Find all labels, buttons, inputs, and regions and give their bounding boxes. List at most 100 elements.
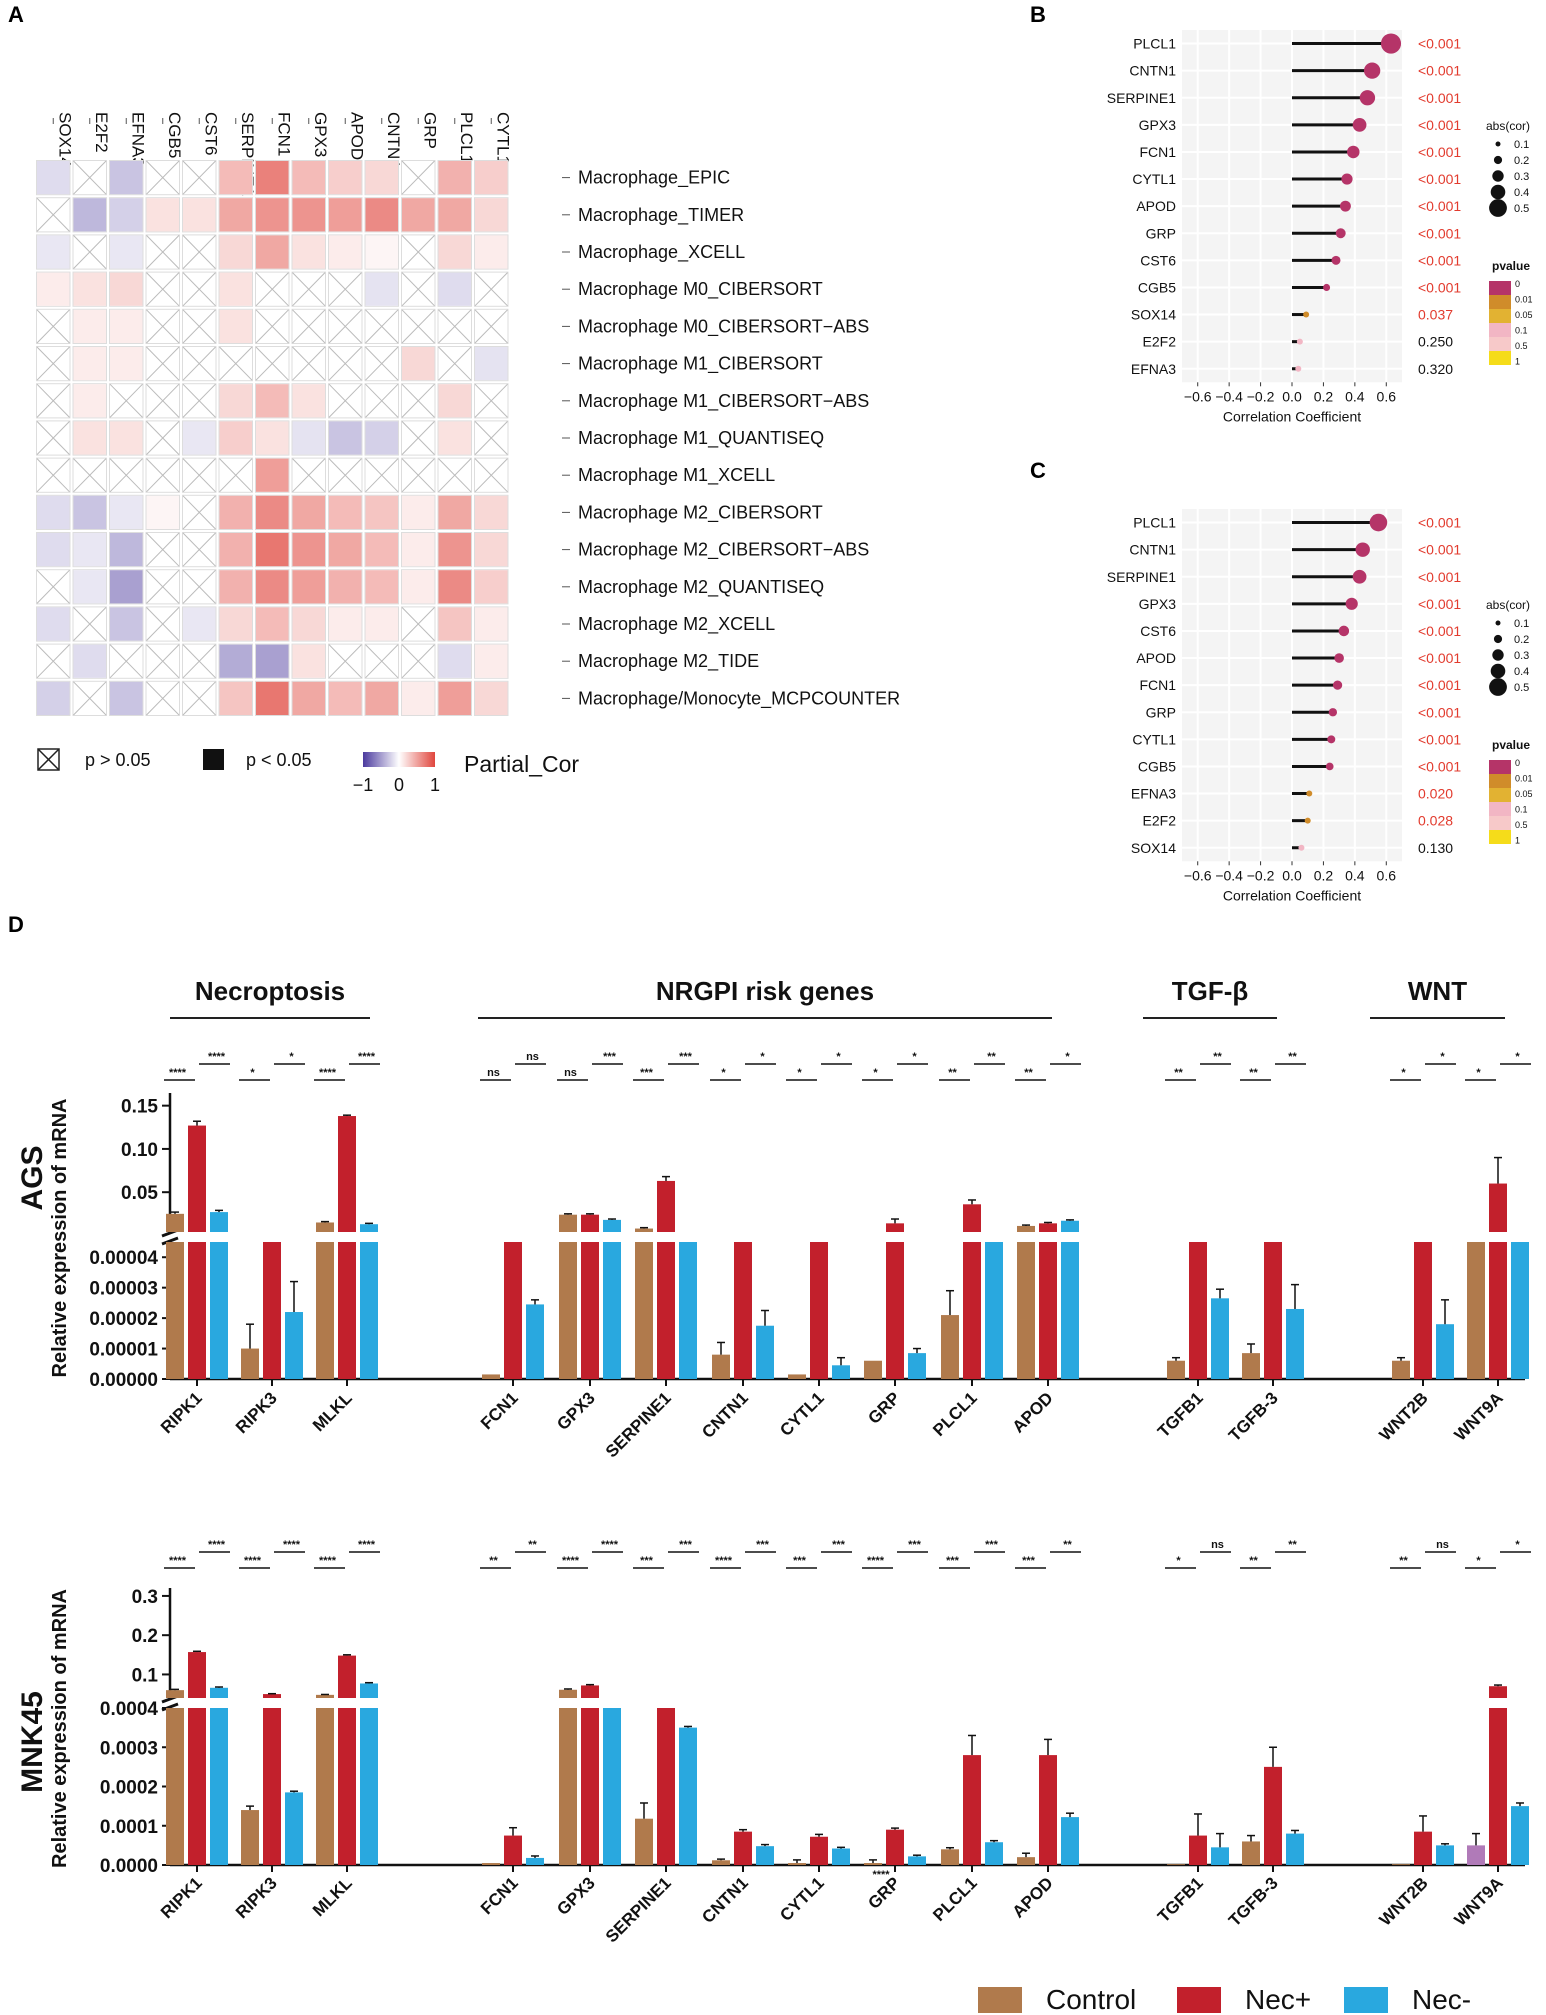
bar-ripk1-lower	[166, 1708, 184, 1865]
bar-wnt9a-lower	[1489, 1708, 1507, 1865]
heatmap-cell	[73, 198, 106, 232]
size-legend-label: 0.5	[1514, 203, 1529, 215]
size-legend-label: 0.1	[1514, 618, 1529, 630]
bar-gpx3-lower	[603, 1708, 621, 1865]
bar-cntn1-lower	[734, 1242, 752, 1379]
sig-label-high: ***	[756, 1539, 770, 1551]
heatmap-cell-cross	[146, 383, 180, 418]
heatmap-cell	[37, 681, 70, 715]
heatmap-cell	[73, 495, 106, 529]
sig-label-low: ****	[169, 1555, 187, 1567]
heatmap-cell-cross	[292, 346, 326, 381]
heatmap-cell	[256, 570, 289, 604]
pvalue-legend-swatch	[1489, 788, 1511, 802]
heatmap-row-label: Macrophage_EPIC	[578, 168, 730, 189]
group-header: TGF-β	[1172, 976, 1249, 1006]
sig-label-high: *	[289, 1051, 294, 1063]
heatmap-cell-cross	[182, 458, 216, 493]
size-legend-dot	[1492, 649, 1504, 661]
bar-ripk1-upper	[188, 1125, 206, 1232]
bar-wnt9a-upper	[1489, 1183, 1507, 1232]
group-header: NRGPI risk genes	[656, 976, 874, 1006]
heatmap-cell	[37, 533, 70, 567]
sig-label-high: ***	[985, 1539, 999, 1551]
sig-label-high: ns	[1436, 1539, 1449, 1551]
bar-mlkl-lower	[360, 1708, 378, 1865]
heatmap-row-label: Macrophage M0_CIBERSORT−ABS	[578, 316, 869, 337]
size-legend-label: 0.2	[1514, 155, 1529, 167]
axis-break-mark	[161, 1236, 179, 1246]
x-tick-label: −0.6	[1184, 867, 1212, 883]
heatmap-row-label: Macrophage_XCELL	[578, 242, 745, 263]
pvalue-legend-swatch	[1489, 816, 1511, 830]
bar-grp-lower	[864, 1360, 882, 1379]
pvalue-legend-label: 0.01	[1515, 774, 1533, 784]
bar-ripk1-lower	[210, 1242, 228, 1379]
heatmap-cell	[37, 161, 70, 195]
bar-gpx3-upper	[559, 1214, 577, 1232]
x-tick-label: −0.4	[1215, 388, 1243, 404]
sig-label-high: *	[836, 1051, 841, 1063]
heatmap-cell	[73, 570, 106, 604]
bar-serpine1-lower	[635, 1818, 653, 1865]
heatmap-cell	[292, 495, 325, 529]
gene-label: CYTL1	[1132, 731, 1176, 747]
bar-serpine1-lower	[657, 1708, 675, 1865]
sig-label-high: ****	[208, 1051, 226, 1063]
heatmap-cell	[256, 681, 289, 715]
y-tick-label-lower: 0.0000	[100, 1856, 158, 1877]
heatmap-cell	[365, 272, 398, 306]
lollipop-dot	[1334, 653, 1344, 663]
heatmap-cell	[402, 570, 435, 604]
gene-tick-label: SERPINE1	[602, 1388, 675, 1461]
heatmap-column-label: FCN1	[274, 112, 293, 156]
sig-label-high: *	[912, 1051, 917, 1063]
lollipop-dot	[1359, 90, 1376, 106]
legend-ns-cross	[37, 748, 60, 771]
heatmap-cell	[256, 198, 289, 232]
bar-apod-lower	[1039, 1242, 1057, 1379]
bar-tgfb1-lower	[1167, 1864, 1185, 1866]
gene-label: GPX3	[1139, 117, 1177, 133]
bar-cytl1-lower	[788, 1374, 806, 1379]
sig-label-low: **	[1249, 1067, 1258, 1079]
gene-tick-label: TGFB-3	[1225, 1388, 1282, 1445]
sig-label-low: ***	[793, 1555, 807, 1567]
panel-label-a: A	[8, 2, 24, 27]
bar-tgfb1-lower	[1189, 1242, 1207, 1379]
heatmap-cell	[292, 384, 325, 418]
lollipop-dot	[1380, 33, 1402, 54]
bar-mlkl-upper	[360, 1224, 378, 1232]
heatmap-cell	[329, 533, 362, 567]
bar-mlkl-upper	[360, 1683, 378, 1698]
heatmap-cell-cross	[328, 272, 362, 307]
x-axis-label: Correlation Coefficient	[1223, 408, 1361, 424]
bar-fcn1-lower	[504, 1835, 522, 1865]
bar-apod-lower	[1017, 1242, 1035, 1379]
heatmap-cell	[219, 681, 252, 715]
size-legend-dot	[1490, 663, 1506, 679]
bar-wnt9a-lower	[1511, 1806, 1529, 1865]
heatmap-column-label: APOD	[347, 112, 366, 160]
gene-tick-label: TGFB1	[1154, 1388, 1207, 1441]
bar-gpx3-upper	[581, 1214, 599, 1232]
lollipop-dot	[1304, 817, 1311, 824]
heatmap-cell	[73, 421, 106, 455]
heatmap-cell	[110, 421, 143, 455]
gene-label: GRP	[1146, 704, 1176, 720]
heatmap-row-label: Macrophage M2_CIBERSORT	[578, 502, 823, 523]
pvalue-legend-label: 0	[1515, 758, 1520, 768]
bar-subplot-mnk45: MNK45 Relative expression of mRNA 0.3 0.2 0.…	[16, 1539, 1531, 1946]
heatmap-cell	[219, 607, 252, 641]
gene-label: APOD	[1136, 198, 1176, 214]
heatmap-row-label: Macrophage M1_QUANTISEQ	[578, 428, 824, 449]
heatmap-row-label: Macrophage M2_XCELL	[578, 614, 775, 635]
legend-sig-label: p < 0.05	[246, 750, 312, 770]
pvalue-label: <0.001	[1418, 171, 1461, 187]
size-legend-dot	[1492, 170, 1504, 182]
lollipop-dot	[1295, 365, 1302, 372]
gene-tick-label: TGFB-3	[1225, 1873, 1282, 1930]
gene-label: PLCL1	[1133, 36, 1176, 52]
gene-tick-label: CYTL1	[776, 1873, 828, 1925]
heatmap-cell	[365, 198, 398, 232]
